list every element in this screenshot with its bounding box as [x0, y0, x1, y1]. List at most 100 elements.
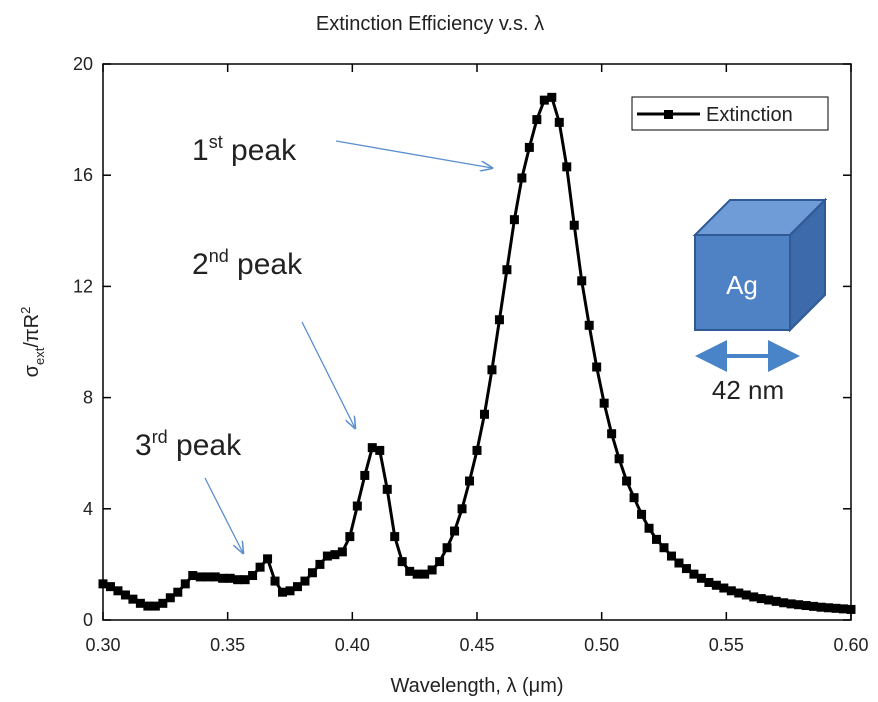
data-point	[390, 532, 400, 542]
data-point	[225, 573, 235, 583]
data-point	[248, 571, 258, 581]
data-point	[150, 601, 160, 611]
annotation-part: 3	[135, 429, 152, 462]
data-point	[487, 365, 497, 375]
data-point	[741, 590, 751, 600]
data-point	[98, 579, 108, 589]
annotation-part: st	[209, 132, 223, 152]
data-point	[681, 564, 691, 574]
x-tick-label: 0.30	[85, 635, 120, 655]
data-point	[659, 543, 669, 553]
data-point	[666, 551, 676, 561]
data-point	[180, 579, 190, 589]
data-point	[315, 559, 325, 569]
data-point	[509, 215, 519, 225]
data-point	[195, 572, 205, 582]
data-point	[375, 445, 385, 455]
x-tick-label: 0.40	[335, 635, 370, 655]
data-point	[831, 603, 841, 613]
data-point	[749, 592, 759, 602]
data-point	[629, 493, 639, 503]
data-point	[816, 602, 826, 612]
legend-label: Extinction	[706, 104, 793, 126]
data-point	[479, 409, 489, 419]
data-point	[292, 582, 302, 592]
data-point	[143, 601, 153, 611]
size-label: 42 nm	[712, 375, 784, 405]
data-point	[614, 454, 624, 464]
data-point	[188, 571, 198, 581]
data-point	[809, 601, 819, 611]
data-point	[412, 569, 422, 579]
data-point	[307, 568, 317, 578]
y-label-sup: 2	[18, 307, 33, 314]
data-point	[330, 550, 340, 560]
data-point	[218, 573, 228, 583]
x-tick-label: 0.45	[459, 635, 494, 655]
annotation-part: peak	[168, 429, 242, 462]
data-point	[547, 92, 557, 102]
data-point	[674, 558, 684, 568]
annotation-arrow	[301, 321, 355, 428]
y-tick-label: 4	[83, 499, 93, 519]
data-point	[592, 362, 602, 372]
data-point	[801, 601, 811, 611]
data-point	[532, 115, 542, 125]
data-point	[569, 220, 579, 230]
x-tick-label: 0.50	[584, 635, 619, 655]
data-line	[102, 95, 852, 611]
y-tick-label: 20	[73, 54, 93, 74]
data-point	[696, 573, 706, 583]
data-point	[539, 95, 549, 105]
data-point	[465, 476, 475, 486]
data-point	[494, 315, 504, 325]
legend-marker	[664, 110, 673, 119]
data-point	[285, 586, 295, 596]
data-point	[637, 509, 647, 519]
data-point	[719, 583, 729, 593]
data-point	[120, 590, 130, 600]
data-point	[599, 398, 609, 408]
data-point	[270, 576, 280, 586]
data-point	[128, 594, 138, 604]
y-tick-label: 16	[73, 165, 93, 185]
data-point	[233, 575, 243, 585]
y-tick-label: 0	[83, 610, 93, 630]
y-tick-label: 12	[73, 276, 93, 296]
data-point	[554, 117, 564, 127]
annotation-part: nd	[209, 246, 229, 266]
data-point	[442, 543, 452, 553]
data-point	[278, 587, 288, 597]
annotation-part: 2	[192, 248, 209, 281]
data-point	[450, 526, 460, 536]
chart-title: Extinction Efficiency v.s. λ	[316, 13, 544, 35]
data-point	[337, 547, 347, 557]
data-point	[472, 445, 482, 455]
data-point	[352, 501, 362, 511]
data-point	[839, 604, 849, 614]
annotation: 1st peak	[192, 132, 297, 167]
data-point	[420, 569, 430, 579]
data-point	[322, 551, 332, 561]
data-point	[607, 429, 617, 439]
data-point	[779, 598, 789, 608]
data-point	[711, 580, 721, 590]
data-point	[689, 569, 699, 579]
data-point	[105, 582, 115, 592]
y-tick-label: 8	[83, 388, 93, 408]
data-point	[300, 576, 310, 586]
x-axis-label: Wavelength, λ (μm)	[390, 675, 563, 697]
data-point	[435, 557, 445, 567]
data-point	[786, 599, 796, 609]
x-tick-label: 0.60	[833, 635, 868, 655]
data-point	[846, 604, 856, 614]
y-label-sub: ext	[32, 347, 47, 365]
annotation-arrow	[204, 477, 243, 553]
data-point	[726, 586, 736, 596]
data-point	[397, 557, 407, 567]
x-tick-label: 0.35	[210, 635, 245, 655]
data-point	[255, 562, 265, 572]
data-point	[824, 603, 834, 613]
annotation-arrow	[335, 140, 492, 168]
